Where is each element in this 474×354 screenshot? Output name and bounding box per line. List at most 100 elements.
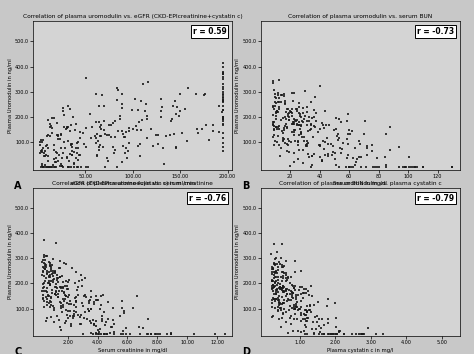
Point — [276, 284, 283, 289]
Point — [166, 132, 174, 137]
Point — [373, 165, 381, 170]
Point — [41, 261, 48, 267]
Point — [52, 281, 60, 287]
Point — [330, 143, 337, 148]
Point — [74, 145, 82, 151]
Point — [284, 275, 292, 280]
Point — [47, 123, 55, 129]
Point — [91, 133, 99, 138]
Point — [302, 307, 310, 313]
Point — [51, 268, 59, 274]
Point — [308, 154, 316, 159]
Point — [335, 116, 343, 122]
Point — [64, 286, 71, 292]
Point — [276, 285, 284, 290]
Point — [364, 152, 371, 158]
Point — [221, 331, 228, 337]
Point — [155, 331, 162, 337]
Point — [86, 319, 94, 324]
Point — [82, 309, 89, 315]
Point — [87, 306, 95, 312]
Point — [269, 282, 276, 287]
Point — [60, 302, 67, 307]
Point — [211, 331, 219, 337]
Point — [77, 313, 84, 318]
Point — [118, 305, 126, 311]
Point — [77, 273, 84, 278]
Point — [100, 103, 108, 109]
Point — [300, 116, 308, 122]
Point — [36, 150, 44, 156]
Point — [63, 155, 71, 161]
Point — [270, 127, 278, 132]
Point — [52, 292, 59, 298]
Point — [302, 143, 310, 149]
Point — [57, 300, 64, 306]
Point — [39, 165, 46, 170]
Point — [89, 331, 97, 337]
Point — [276, 261, 284, 267]
Point — [145, 79, 152, 84]
Point — [94, 331, 102, 337]
Point — [71, 309, 78, 314]
Point — [74, 157, 82, 162]
Point — [219, 100, 227, 105]
Point — [50, 142, 57, 148]
Point — [91, 321, 98, 327]
Point — [383, 162, 390, 168]
Point — [43, 133, 51, 139]
Point — [103, 155, 110, 161]
Point — [293, 122, 301, 127]
Point — [324, 151, 331, 156]
Point — [42, 295, 50, 300]
Point — [289, 328, 297, 334]
Point — [68, 152, 76, 158]
Point — [219, 107, 227, 113]
Point — [310, 134, 317, 139]
Point — [274, 109, 282, 115]
Point — [289, 282, 296, 288]
Point — [157, 114, 164, 120]
Point — [270, 284, 277, 290]
Point — [167, 118, 174, 124]
Point — [288, 129, 296, 135]
Point — [302, 312, 310, 318]
Point — [283, 291, 291, 297]
Point — [268, 278, 276, 284]
Point — [332, 126, 340, 131]
Point — [283, 298, 291, 304]
Point — [97, 122, 104, 127]
Point — [280, 288, 287, 293]
Point — [218, 109, 225, 115]
Point — [59, 284, 67, 290]
Point — [42, 263, 50, 268]
Point — [364, 325, 372, 331]
Point — [105, 122, 113, 128]
Point — [309, 319, 317, 325]
Point — [301, 312, 308, 317]
Point — [283, 286, 291, 291]
Point — [363, 143, 371, 149]
Point — [118, 105, 126, 110]
Point — [46, 121, 54, 127]
Point — [77, 164, 85, 170]
Point — [279, 310, 287, 316]
Point — [316, 142, 323, 148]
Point — [343, 136, 351, 142]
Point — [82, 75, 90, 81]
Point — [131, 97, 138, 102]
Point — [149, 143, 156, 149]
Point — [40, 273, 47, 279]
Point — [413, 165, 420, 170]
Point — [270, 282, 277, 288]
Point — [318, 157, 326, 163]
Point — [46, 164, 54, 170]
Point — [286, 163, 293, 169]
Point — [42, 165, 50, 170]
Point — [77, 321, 85, 327]
X-axis label: eGFR (CKD-EPIcreatinine+cystatin c) in ml/min: eGFR (CKD-EPIcreatinine+cystatin c) in m… — [71, 181, 195, 186]
Point — [311, 314, 319, 320]
Point — [304, 140, 312, 146]
Point — [290, 119, 298, 125]
Point — [271, 103, 278, 109]
